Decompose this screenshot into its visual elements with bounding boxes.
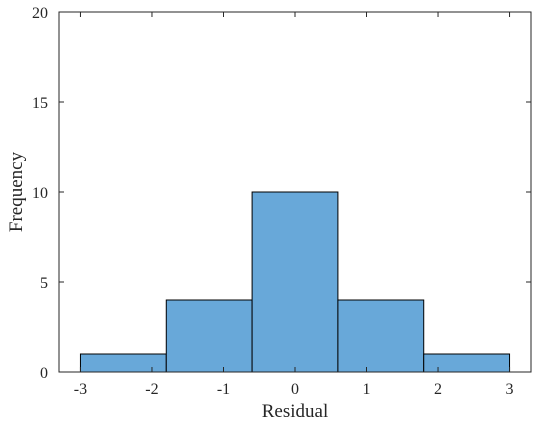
y-tick-label: 10	[32, 185, 48, 202]
bars-group	[79, 191, 511, 373]
y-tick-label: 0	[40, 365, 48, 382]
x-tick-label: 3	[506, 381, 514, 398]
histogram-bar	[165, 299, 253, 373]
histogram-bar	[423, 353, 511, 373]
y-tick-label: 15	[32, 95, 48, 112]
x-axis-ticks: -3 -2 -1 0 1 2 3	[74, 12, 514, 398]
x-axis-label: Residual	[262, 401, 329, 422]
y-tick-label: 5	[40, 275, 48, 292]
x-tick-label: 1	[363, 381, 371, 398]
x-tick-label: 2	[434, 381, 442, 398]
histogram-bar	[337, 299, 425, 373]
x-tick-label: -2	[145, 381, 158, 398]
x-tick-label: 0	[291, 381, 299, 398]
x-tick-label: -3	[74, 381, 87, 398]
histogram-bar	[251, 191, 339, 373]
x-tick-label: -1	[217, 381, 230, 398]
histogram-bar	[79, 353, 167, 373]
y-tick-label: 20	[32, 5, 48, 22]
y-axis-label: Frequency	[6, 151, 27, 232]
y-axis-ticks: 0 5 10 15 20	[32, 5, 531, 382]
